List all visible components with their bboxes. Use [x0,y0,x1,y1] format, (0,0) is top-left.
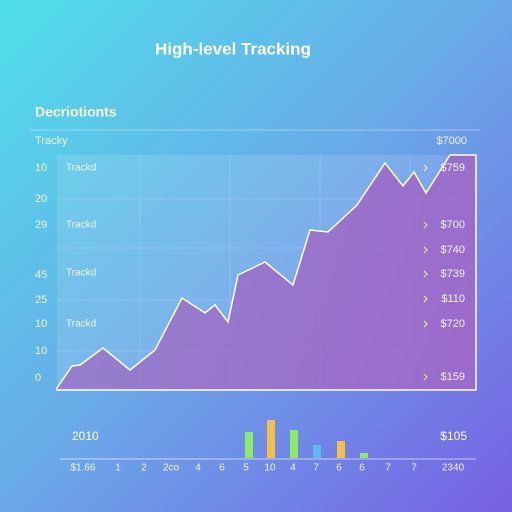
series-label: Trackd [66,163,96,174]
axis-label: 6 [336,463,342,474]
row-value: $700 [441,219,465,231]
series-label: Trackd [66,268,96,279]
row-label: 10 [35,318,47,330]
mini-bar [313,445,321,458]
row-value: $110 [441,293,465,305]
panel-label: Tracky [35,135,68,147]
row-label: 20 [35,193,47,205]
row-label: 0 [35,372,41,384]
axis-label: 2340 [442,463,465,474]
axis-label: 6 [359,463,365,474]
row-label: 29 [35,219,47,231]
axis-label: 7 [313,463,319,474]
series-label: Trackd [66,319,96,330]
row-label: 10 [35,162,47,174]
mini-bar [267,420,275,458]
page-title: High-level Tracking [155,39,311,58]
area-shape [56,154,477,391]
mini-bar [360,453,368,458]
row-value: $739 [441,268,465,280]
row-label: 45 [35,269,47,281]
row-value: $759 [441,162,465,174]
footer-value: $105 [440,429,467,443]
axis-label: $1.66 [70,463,95,474]
axis-label: 4 [195,463,201,474]
axis-label: 6 [219,463,225,474]
mini-bar [337,441,345,458]
axis-label: 10 [264,463,276,474]
axis-label: 5 [243,463,249,474]
axis-label: 1 [115,463,121,474]
mini-bars [245,420,368,458]
axis-label: 7 [411,463,417,474]
axis-label: 2 [141,463,147,474]
axis-label: 4 [290,463,296,474]
panel-title: Decriotionts [35,104,117,120]
mini-bar [245,432,253,458]
chevrons [423,164,428,381]
row-value: $159 [441,371,465,383]
mini-bar [290,430,298,458]
row-value: $720 [441,318,465,330]
series-label: Trackd [66,220,96,231]
axis-label: 7 [385,463,391,474]
row-label: 25 [35,294,47,306]
axis-label: 2co [163,463,180,474]
row-label: 10 [35,345,47,357]
footer-label: 2010 [72,429,99,443]
panel-value: $7000 [436,135,467,147]
row-value: $740 [441,244,465,256]
